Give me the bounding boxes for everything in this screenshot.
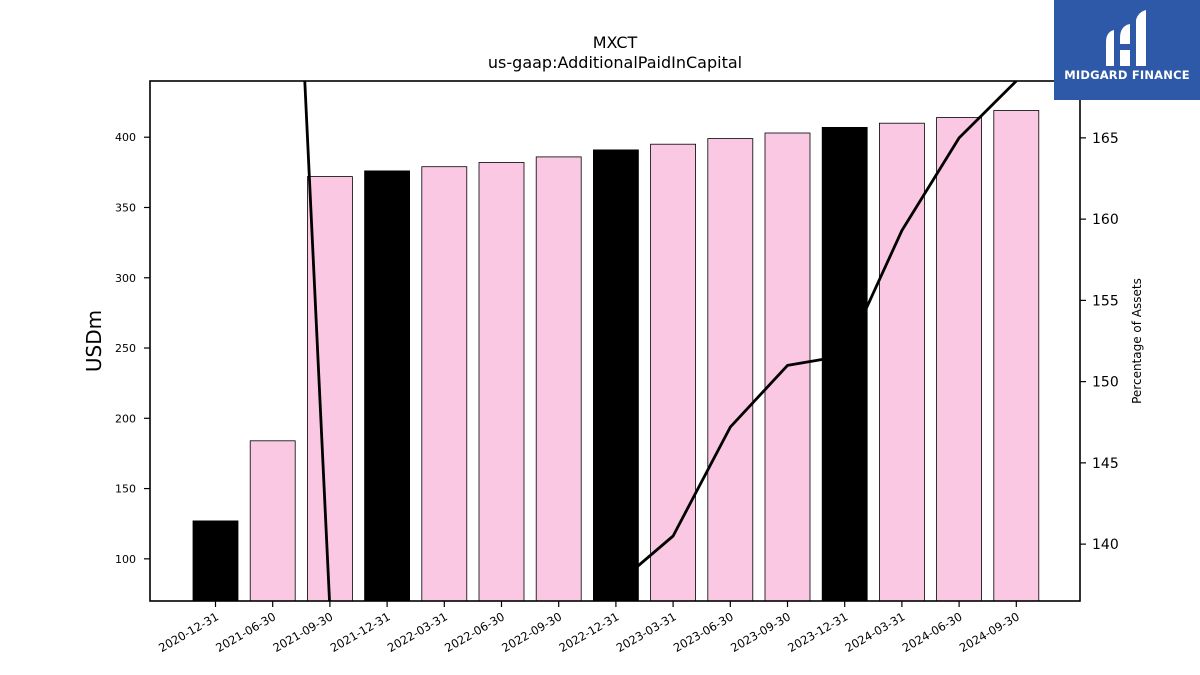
y-tick-label: 300 [115, 272, 136, 285]
x-tick-label: 2023-03-31 [614, 609, 679, 655]
y-tick-label: 400 [115, 131, 136, 144]
midgard-finance-logo: MIDGARD FINANCE [1054, 0, 1200, 100]
bar [421, 166, 468, 601]
bar [993, 110, 1040, 601]
bar [249, 440, 296, 601]
x-tick-label: 2023-06-30 [671, 609, 736, 655]
y-axis-label: USDm [82, 310, 106, 372]
x-tick-label: 2024-06-30 [900, 609, 965, 655]
y2-tick-label: 150 [1092, 375, 1119, 391]
bar [821, 127, 868, 601]
bars-layer [192, 110, 1040, 601]
y2-tick-label: 145 [1092, 456, 1119, 472]
bar [936, 117, 982, 601]
y2-tick-label: 165 [1092, 131, 1119, 147]
x-tick-label: 2023-09-30 [728, 609, 793, 655]
bar [478, 162, 525, 601]
series-line [303, 81, 331, 601]
y2-tick-label: 155 [1092, 293, 1119, 309]
chart-subtitle: us-gaap:AdditionalPaidInCapital [488, 53, 742, 72]
bar [535, 156, 582, 601]
y2-tick-label: 160 [1092, 212, 1119, 228]
bar [364, 170, 411, 601]
line-layer [303, 81, 1018, 601]
plot-frame [149, 80, 1081, 602]
bar [306, 176, 353, 601]
y-tick-label: 100 [115, 553, 136, 566]
logo-mark-icon [1106, 10, 1146, 66]
y-tick-label: 250 [115, 342, 136, 355]
x-tick-label: 2022-12-31 [557, 609, 622, 655]
bar [650, 143, 696, 601]
x-tick-label: 2020-12-31 [156, 609, 221, 655]
bar [593, 149, 639, 601]
y-tick-label: 150 [115, 483, 136, 496]
x-tick-label: 2022-09-30 [499, 609, 564, 655]
x-tick-label: 2021-06-30 [213, 609, 278, 655]
y-tick-label: 350 [115, 201, 136, 214]
y2-tick-label: 140 [1092, 537, 1119, 553]
x-tick-label: 2023-12-31 [785, 609, 850, 655]
bar [879, 122, 925, 601]
x-tick-label: 2022-03-31 [385, 609, 450, 655]
bar [707, 138, 754, 601]
series-line [614, 81, 1018, 586]
x-tick-label: 2022-06-30 [442, 609, 507, 655]
logo-text: MIDGARD FINANCE [1064, 68, 1190, 82]
y2-axis-label: Percentage of Assets [1130, 278, 1144, 404]
x-tick-label: 2021-12-31 [328, 609, 393, 655]
x-tick-label: 2024-09-30 [957, 609, 1022, 655]
bar [192, 520, 239, 601]
x-tick-label: 2024-03-31 [843, 609, 908, 655]
chart-title: MXCT [593, 33, 638, 52]
y-tick-label: 200 [115, 412, 136, 425]
x-tick-label: 2021-09-30 [271, 609, 336, 655]
